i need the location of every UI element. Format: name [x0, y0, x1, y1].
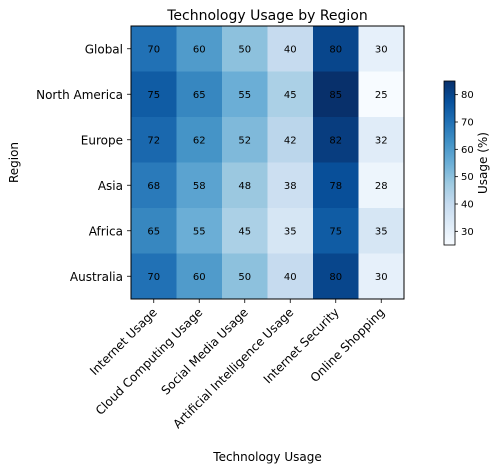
heatmap-cell [176, 117, 223, 163]
cell-value-label: 68 [147, 181, 160, 192]
heatmap-cell [176, 162, 223, 209]
cell-value-label: 75 [329, 226, 342, 237]
plot-frame [130, 25, 405, 300]
colorbar-tick-label: 80 [461, 90, 474, 101]
heatmap-cell [222, 71, 268, 118]
cell-value-label: 35 [375, 226, 388, 237]
y-axis-ticks: Global North America Europe Asia Africa Austr… [36, 42, 131, 284]
colorbar-tick-label: 30 [461, 227, 474, 238]
heatmap-cell-labels: 70 60 50 40 80 30 75 65 55 45 85 25 72 62 52 42 82 32 68 58… [147, 44, 387, 283]
heatmap-cell [222, 162, 268, 209]
cell-value-label: 45 [238, 226, 251, 237]
heatmap-cell [358, 162, 405, 209]
cell-value-label: 55 [193, 226, 206, 237]
cell-value-label: 50 [238, 44, 251, 55]
heatmap-cell [222, 26, 268, 72]
y-tick-label: Asia [98, 179, 123, 193]
heatmap-cell [267, 26, 314, 72]
heatmap-cell [358, 71, 405, 118]
cell-value-label: 85 [329, 90, 342, 101]
cell-value-label: 42 [284, 135, 297, 146]
y-tick-label: Australia [70, 270, 123, 284]
heatmap-cell [131, 26, 177, 72]
heatmap-cell [131, 253, 177, 300]
heatmap-cell [267, 117, 314, 163]
cell-value-label: 35 [284, 226, 297, 237]
cell-value-label: 50 [238, 272, 251, 283]
heatmap-cell [358, 26, 405, 72]
chart-title: Technology Usage by Region [166, 8, 368, 24]
cell-value-label: 60 [193, 44, 206, 55]
colorbar [443, 80, 456, 246]
cell-value-label: 75 [147, 90, 160, 101]
heatmap-cell [358, 208, 405, 254]
cell-value-label: 30 [375, 272, 388, 283]
y-tick-label: Global [85, 42, 123, 56]
heatmap-cell [267, 253, 314, 300]
heatmap-cell [267, 208, 314, 254]
heatmap-cell [176, 208, 223, 254]
cell-value-label: 82 [329, 135, 342, 146]
cell-value-label: 60 [193, 272, 206, 283]
heatmap-cell [176, 26, 223, 72]
heatmap-cell [222, 117, 268, 163]
y-tick-label: Africa [89, 224, 123, 238]
cell-value-label: 65 [193, 90, 206, 101]
heatmap-cell [313, 117, 359, 163]
cell-value-label: 65 [147, 226, 160, 237]
heatmap-cell [222, 253, 268, 300]
colorbar-tick-label: 70 [461, 118, 474, 129]
heatmap-cell [222, 208, 268, 254]
y-tick-label: North America [36, 88, 123, 102]
heatmap-cell [131, 71, 177, 118]
heatmap-cell [131, 208, 177, 254]
colorbar-ticks: 30 40 50 60 70 80 [455, 90, 474, 238]
cell-value-label: 62 [193, 135, 206, 146]
cell-value-label: 58 [193, 181, 206, 192]
colorbar-tick-label: 40 [461, 200, 474, 211]
cell-value-label: 40 [284, 44, 297, 55]
cell-value-label: 70 [147, 44, 160, 55]
heatmap-cell [267, 71, 314, 118]
cell-value-label: 32 [375, 135, 388, 146]
cell-value-label: 72 [147, 135, 160, 146]
colorbar-label: Usage (%) [476, 132, 490, 194]
heatmap-cell [313, 208, 359, 254]
cell-value-label: 80 [329, 44, 342, 55]
heatmap-cell [313, 26, 359, 72]
heatmap-cell [313, 253, 359, 300]
cell-value-label: 45 [284, 90, 297, 101]
x-axis-label: Technology Usage [212, 450, 321, 464]
y-axis-label: Region [7, 142, 21, 183]
heatmap-cell [176, 253, 223, 300]
colorbar-tick-label: 50 [461, 172, 474, 183]
cell-value-label: 55 [238, 90, 251, 101]
cell-value-label: 80 [329, 272, 342, 283]
cell-value-label: 25 [375, 90, 388, 101]
heatmap-cells [131, 26, 405, 300]
heatmap-cell [313, 162, 359, 209]
colorbar-tick-label: 60 [461, 145, 474, 156]
cell-value-label: 38 [284, 181, 297, 192]
heatmap-cell [313, 71, 359, 118]
x-tick-label: Internet Security [261, 305, 342, 386]
heatmap-cell [358, 117, 405, 163]
heatmap-cell [267, 162, 314, 209]
cell-value-label: 70 [147, 272, 160, 283]
heatmap-cell [131, 162, 177, 209]
heatmap-cell [176, 71, 223, 118]
heatmap-cell [131, 117, 177, 163]
cell-value-label: 28 [375, 181, 388, 192]
x-tick-label: Social Media Usage [158, 305, 250, 397]
cell-value-label: 48 [238, 181, 251, 192]
cell-value-label: 52 [238, 135, 251, 146]
cell-value-label: 40 [284, 272, 297, 283]
cell-value-label: 78 [329, 181, 342, 192]
heatmap-cell [358, 253, 405, 300]
cell-value-label: 30 [375, 44, 388, 55]
y-tick-label: Europe [81, 133, 123, 147]
